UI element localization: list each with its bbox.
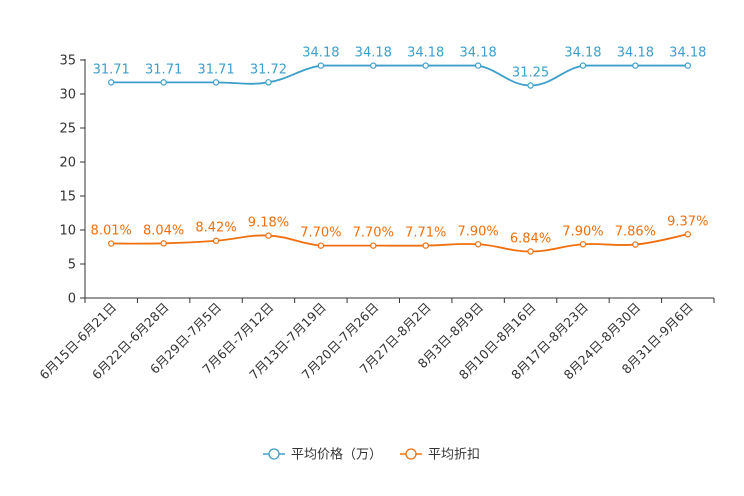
data-point xyxy=(632,241,639,248)
data-point xyxy=(474,62,482,69)
y-tick-label: 0 xyxy=(68,292,76,307)
data-label: 8.42% xyxy=(195,221,236,236)
data-label: 34.18 xyxy=(669,46,706,61)
y-tick-label: 15 xyxy=(59,190,76,205)
data-label: 7.90% xyxy=(457,224,498,239)
data-point xyxy=(579,241,587,248)
data-point xyxy=(579,62,587,69)
data-label: 31.71 xyxy=(93,62,130,77)
data-label: 9.18% xyxy=(248,216,289,231)
data-point xyxy=(160,240,167,247)
data-point xyxy=(422,242,429,249)
y-tick-label: 10 xyxy=(59,224,76,239)
data-point xyxy=(160,79,167,86)
legend-label: 平均价格（万） xyxy=(291,447,382,463)
data-label: 31.71 xyxy=(145,62,182,77)
data-label: 34.18 xyxy=(460,46,497,61)
y-tick-label: 20 xyxy=(59,156,76,171)
data-label: 31.72 xyxy=(250,62,287,77)
y-tick-label: 35 xyxy=(59,54,76,69)
data-point xyxy=(370,242,377,249)
data-point xyxy=(527,82,534,89)
legend-marker xyxy=(405,448,417,460)
data-label: 7.71% xyxy=(405,226,446,241)
data-label: 7.70% xyxy=(353,226,394,241)
data-point xyxy=(265,79,272,86)
data-label: 7.70% xyxy=(300,226,341,241)
data-point xyxy=(317,242,325,249)
data-point xyxy=(422,62,429,69)
data-point xyxy=(632,62,639,69)
data-point xyxy=(212,237,220,244)
data-label: 7.90% xyxy=(562,224,603,239)
data-label: 7.86% xyxy=(615,225,656,240)
data-point xyxy=(317,62,325,69)
data-point xyxy=(370,62,377,69)
data-label: 8.01% xyxy=(91,224,132,239)
legend-marker xyxy=(268,448,280,460)
data-label: 34.18 xyxy=(617,46,654,61)
data-point xyxy=(265,232,272,239)
data-label: 34.18 xyxy=(407,46,444,61)
y-tick-label: 5 xyxy=(68,258,76,273)
data-point xyxy=(474,241,482,248)
data-point xyxy=(684,62,691,69)
data-label: 31.71 xyxy=(197,62,234,77)
data-label: 6.84% xyxy=(510,231,551,246)
series-line-1 xyxy=(111,233,688,253)
data-label: 34.18 xyxy=(564,46,601,61)
data-point xyxy=(212,79,220,86)
data-label: 34.18 xyxy=(302,46,339,61)
data-point xyxy=(527,248,534,255)
data-label: 9.37% xyxy=(667,214,708,229)
data-label: 8.04% xyxy=(143,223,184,238)
data-point xyxy=(108,79,115,86)
data-point xyxy=(108,240,115,247)
data-label: 34.18 xyxy=(355,46,392,61)
data-point xyxy=(684,231,691,238)
legend-label: 平均折扣 xyxy=(428,448,480,463)
data-label: 31.25 xyxy=(512,66,549,81)
series-line-0 xyxy=(111,64,688,87)
y-tick-label: 30 xyxy=(59,88,76,103)
y-tick-label: 25 xyxy=(59,122,76,137)
